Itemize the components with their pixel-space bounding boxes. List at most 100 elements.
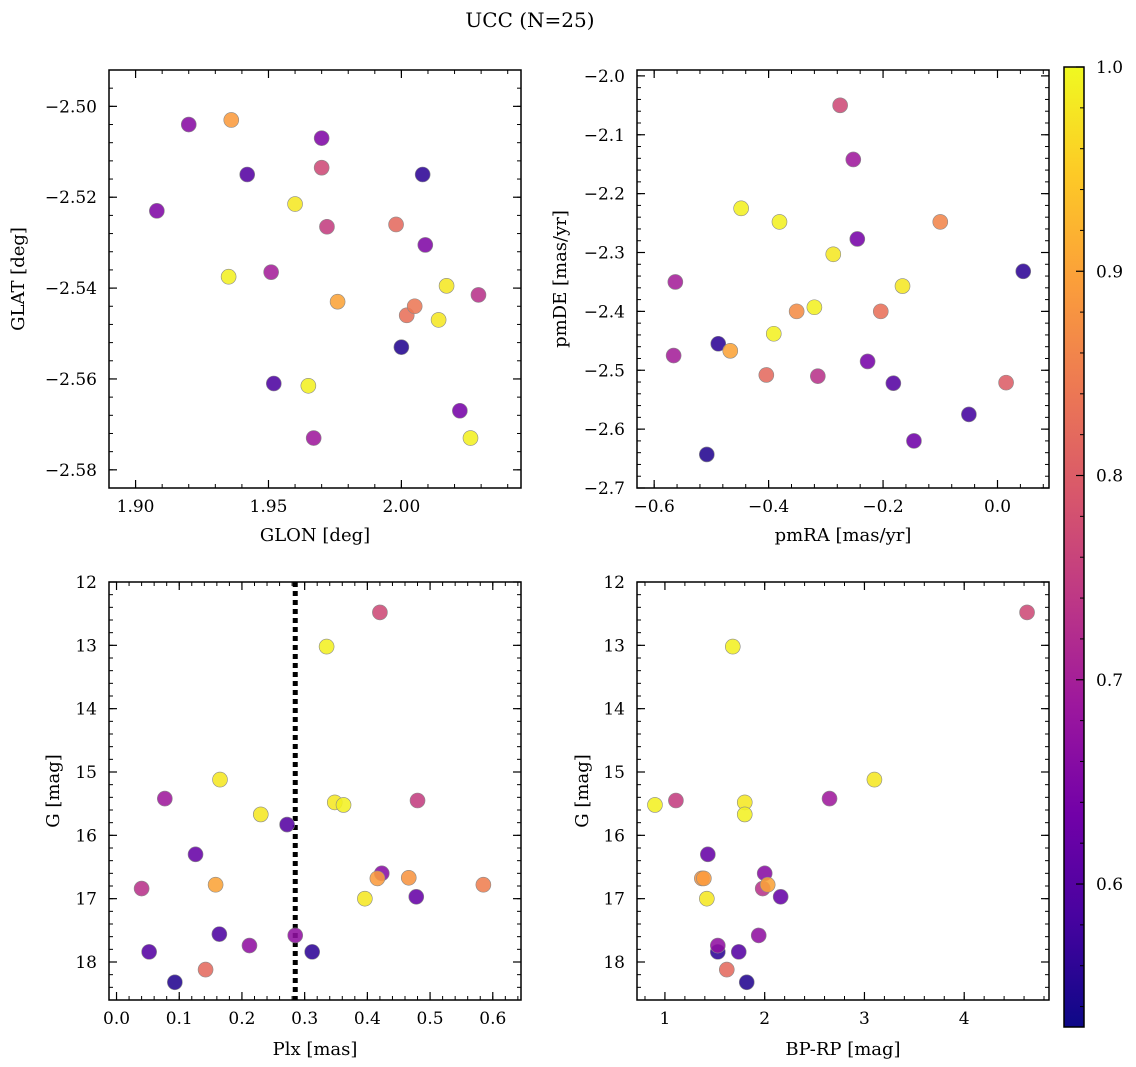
glon-glat-panel: 1.90 1.95 2.00 −2.50 −2.52 −2.54 −2.56 −2.58 GLO… [8, 69, 522, 546]
bprp-g-ytick-label: 14 [603, 700, 625, 720]
plx-g-xtick-label: 0.2 [228, 1009, 255, 1029]
glon-glat-ytick-label: −2.56 [45, 370, 97, 390]
plx-g-point [279, 816, 295, 833]
bprp-g-point [821, 790, 838, 807]
colorbar-gradient [1063, 66, 1085, 1028]
bprp-g-ylabel: G [mag] [572, 754, 593, 827]
glon-glat-point [319, 218, 335, 235]
glon-glat-point [313, 130, 330, 146]
plx-g-xtick-label: 0.3 [291, 1009, 318, 1029]
bprp-g-point [700, 846, 716, 863]
plx-g-ytick-label: 13 [75, 636, 97, 656]
pmra-pmde-point [771, 214, 788, 230]
plx-g-point [211, 926, 228, 942]
plx-g-point [318, 638, 335, 655]
bprp-g-point [738, 974, 755, 991]
glon-glat-point [313, 159, 330, 176]
glon-glat-point [470, 287, 487, 303]
bprp-g-ytick-label: 15 [603, 763, 625, 783]
pmra-pmde-point [806, 299, 823, 316]
glon-glat-point [406, 298, 423, 315]
pmra-pmde-ytick-label: −2.2 [584, 185, 625, 205]
colorbar-tick-label: 0.8 [1096, 467, 1123, 487]
pmra-pmde-point [667, 274, 684, 290]
plx-g-ytick-label: 17 [75, 890, 97, 910]
pmra-pmde-point [894, 278, 911, 294]
glon-glat-point [265, 375, 282, 392]
plx-g-panel: 0.0 0.1 0.2 0.3 0.4 0.5 0.6 12 13 14 15 16 17 18 Plx [… [43, 573, 522, 1060]
plx-g-ytick-label: 12 [75, 573, 97, 593]
bprp-g-frame [636, 581, 1050, 1001]
plx-g-xlabel: Plx [mas] [273, 1039, 358, 1060]
bprp-g-point [1019, 604, 1035, 621]
glon-glat-xlabel: GLON [deg] [260, 525, 370, 546]
glon-glat-point [417, 237, 434, 253]
bprp-g-point [668, 792, 684, 809]
glon-glat-point [388, 216, 404, 233]
pmra-pmde-xlabel: pmRA [mas/yr] [775, 525, 912, 546]
pmra-pmde-xtick-label: −0.6 [634, 497, 675, 517]
pmra-pmde-point [932, 214, 949, 230]
glon-glat-point [462, 430, 479, 446]
plx-g-point [252, 806, 269, 823]
colorbar-tick-label: 0.9 [1096, 262, 1123, 282]
glon-glat-point [180, 116, 197, 133]
plx-g-point [357, 890, 373, 907]
plx-g-xtick-label: 0.4 [354, 1009, 381, 1029]
plx-g-point [212, 771, 228, 788]
plx-g-ylabel: G [mag] [43, 754, 64, 827]
pmra-pmde-point [665, 347, 682, 364]
pmra-pmde-ytick-label: −2.7 [584, 479, 625, 499]
bprp-g-point [759, 876, 776, 893]
pmra-pmde-point [849, 231, 866, 247]
figure-title: UCC (N=25) [465, 8, 594, 32]
glon-glat-xtick-label: 1.95 [250, 497, 288, 517]
bprp-g-ytick-label: 17 [603, 890, 625, 910]
glon-glat-point [430, 312, 447, 328]
colorbar-tick-label: 0.6 [1096, 875, 1123, 895]
glon-glat-point [393, 339, 410, 355]
pmra-pmde-point [733, 200, 749, 217]
bprp-g-xtick-label: 3 [859, 1009, 870, 1029]
glon-glat-point [452, 402, 468, 419]
glon-glat-frame [108, 69, 522, 489]
plx-g-point [167, 974, 183, 991]
plx-g-point [475, 876, 492, 893]
plx-g-point [369, 870, 386, 887]
glon-glat-point [223, 112, 240, 128]
bprp-g-xtick-label: 4 [959, 1009, 970, 1029]
pmra-pmde-point [810, 368, 826, 384]
pmra-pmde-ytick-label: −2.6 [584, 420, 625, 440]
pmra-pmde-frame [636, 69, 1050, 489]
bprp-g-point [724, 638, 741, 655]
bprp-g-ytick-label: 12 [603, 573, 625, 593]
bprp-g-point [772, 888, 789, 905]
pmra-pmde-panel: −0.6 −0.4 −0.2 0.0 −2.0 −2.1 −2.2 −2.3 −2.4 −2.5 −… [550, 67, 1050, 546]
plx-g-ytick-label: 14 [75, 700, 97, 720]
pmra-pmde-point [998, 374, 1014, 391]
plx-g-point [372, 604, 388, 621]
plx-g-xtick-label: 0.5 [417, 1009, 444, 1029]
pmra-pmde-point [1015, 263, 1032, 280]
pmra-pmde-ylabel: pmDE [mas/yr] [550, 210, 571, 348]
plx-g-point [197, 961, 214, 978]
bprp-g-point [736, 806, 753, 823]
bprp-g-point [710, 937, 726, 954]
pmra-pmde-point [758, 367, 775, 383]
pmra-pmde-point [825, 246, 842, 263]
bprp-g-point [866, 771, 883, 788]
pmra-pmde-point [710, 335, 727, 352]
pmra-pmde-point [859, 353, 876, 370]
glon-glat-ytick-label: −2.50 [45, 97, 97, 117]
pmra-pmde-ytick-label: −2.0 [584, 67, 625, 87]
plx-g-point [287, 927, 304, 944]
glon-glat-point [149, 203, 165, 219]
bprp-g-point [718, 961, 735, 978]
glon-glat-point [300, 377, 317, 394]
pmra-pmde-point [872, 303, 889, 320]
glon-glat-ytick-label: −2.52 [45, 188, 97, 208]
bprp-g-ytick-label: 13 [603, 636, 625, 656]
plx-g-xtick-label: 0.6 [479, 1009, 506, 1029]
bprp-g-xtick-label: 1 [660, 1009, 671, 1029]
